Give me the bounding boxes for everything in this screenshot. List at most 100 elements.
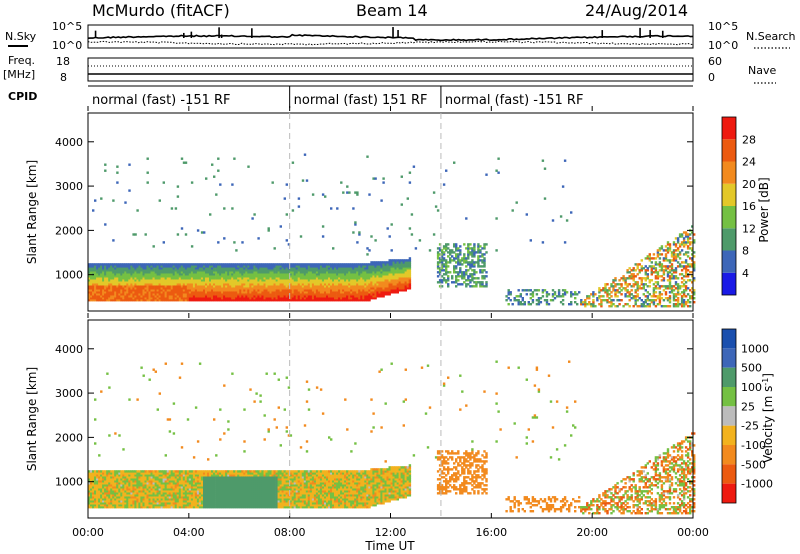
- power-cell: [368, 283, 371, 286]
- velocity-cell: [122, 498, 125, 501]
- power-cell: [162, 265, 165, 268]
- power-cell: [158, 289, 161, 292]
- velocity-cell: [158, 472, 161, 475]
- power-cell: [166, 279, 170, 282]
- power-cell: [263, 281, 266, 284]
- velocity-cell: [100, 484, 103, 487]
- power-cell: [231, 283, 234, 286]
- power-cell: [390, 287, 393, 290]
- power-cell: [313, 297, 317, 300]
- power-cell: [338, 277, 341, 280]
- velocity-cell: [152, 474, 155, 477]
- power-cell: [136, 283, 139, 286]
- velocity-cell: [110, 482, 113, 485]
- power-cell: [328, 293, 331, 296]
- power-cell: [471, 277, 474, 280]
- power-cell: [190, 285, 194, 288]
- velocity-cell: [112, 478, 115, 481]
- power-cell: [227, 289, 230, 292]
- power-cell: [396, 285, 399, 288]
- velocity-cell: [146, 484, 149, 487]
- power-cell: [265, 263, 268, 266]
- power-cell: [483, 245, 486, 248]
- power-cell: [255, 275, 258, 278]
- power-cell: [614, 305, 617, 308]
- power-cell: [126, 299, 129, 302]
- velocity-cell: [154, 478, 157, 481]
- power-cell: [221, 287, 224, 290]
- power-cell: [190, 291, 194, 294]
- power-cell: [215, 273, 218, 276]
- power-cell: [178, 267, 182, 270]
- power-cell: [350, 291, 353, 294]
- power-cell: [445, 261, 448, 264]
- power-cell: [255, 277, 258, 280]
- velocity-cell: [136, 474, 139, 477]
- power-cell: [249, 291, 252, 294]
- power-cell: [188, 287, 192, 290]
- velocity-cell: [110, 488, 113, 491]
- power-cell: [120, 293, 123, 296]
- power-cell: [650, 295, 653, 298]
- power-cell: [94, 271, 97, 274]
- power-cell: [693, 293, 696, 296]
- power-cell: [275, 281, 278, 284]
- velocity-cell: [90, 482, 93, 485]
- power-cell: [594, 305, 597, 308]
- power-cell: [209, 271, 212, 274]
- power-cell: [289, 291, 293, 294]
- power-cell: [509, 299, 512, 302]
- power-cell: [301, 291, 305, 294]
- power-cell: [231, 289, 234, 292]
- velocity-cell: [118, 500, 121, 503]
- power-cell: [313, 295, 317, 298]
- power-cell: [213, 273, 216, 276]
- power-cell: [174, 275, 178, 278]
- power-cell: [148, 279, 151, 282]
- power-cell: [674, 299, 678, 302]
- power-cell: [348, 279, 351, 282]
- power-cell: [676, 291, 680, 294]
- velocity-cell: [138, 476, 141, 479]
- power-cell: [182, 299, 186, 302]
- power-cell: [200, 297, 204, 300]
- power-cell: [666, 305, 670, 308]
- power-cell: [96, 267, 99, 270]
- power-cell: [207, 297, 210, 300]
- power-cell: [299, 283, 303, 286]
- power-cell: [656, 287, 660, 290]
- velocity-cell: [160, 490, 163, 493]
- power-cell: [156, 299, 159, 302]
- power-cell: [309, 285, 313, 288]
- power-cell: [686, 255, 690, 258]
- velocity-cell: [92, 490, 95, 493]
- power-cell: [176, 273, 180, 276]
- power-cell: [126, 283, 129, 286]
- power-cell: [279, 295, 282, 298]
- power-cell: [198, 291, 202, 294]
- velocity-cell: [114, 484, 117, 487]
- velocity-cell: [134, 484, 137, 487]
- power-cell: [108, 295, 111, 298]
- power-cell: [362, 265, 365, 268]
- power-cell: [477, 281, 480, 284]
- power-cell: [154, 287, 157, 290]
- power-cell: [303, 275, 307, 278]
- power-cell: [114, 297, 117, 300]
- power-cell: [102, 267, 105, 270]
- power-cell: [386, 281, 389, 284]
- velocity-cell: [134, 486, 137, 489]
- velocity-cell: [128, 398, 131, 401]
- power-cell: [485, 283, 488, 286]
- power-cell: [440, 253, 444, 256]
- velocity-cell: [98, 486, 101, 489]
- power-cell: [192, 299, 196, 302]
- power-cell: [134, 267, 137, 270]
- power-cell: [215, 287, 218, 290]
- power-cell: [471, 279, 474, 282]
- power-cell: [328, 295, 331, 298]
- velocity-cell: [148, 482, 151, 485]
- velocity-cell: [110, 502, 113, 505]
- velocity-cell: [96, 506, 99, 509]
- power-cell: [618, 291, 621, 294]
